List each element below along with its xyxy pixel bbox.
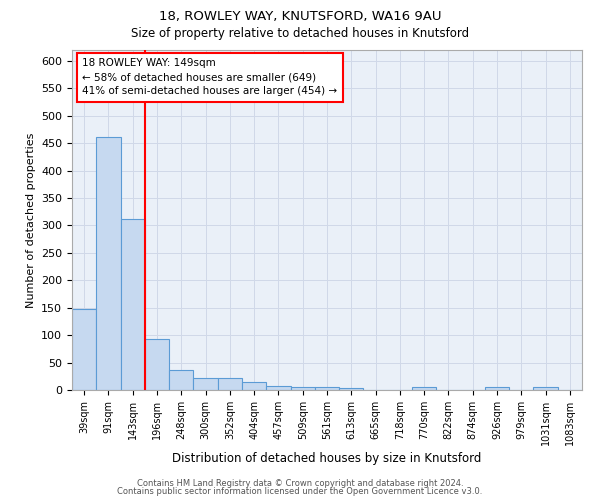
Bar bbox=[218, 378, 242, 390]
Bar bbox=[169, 370, 193, 390]
Bar bbox=[193, 378, 218, 390]
Bar bbox=[72, 309, 96, 390]
Text: 18, ROWLEY WAY, KNUTSFORD, WA16 9AU: 18, ROWLEY WAY, KNUTSFORD, WA16 9AU bbox=[159, 10, 441, 23]
Bar bbox=[242, 382, 266, 390]
Bar bbox=[266, 386, 290, 390]
Text: Contains public sector information licensed under the Open Government Licence v3: Contains public sector information licen… bbox=[118, 487, 482, 496]
Text: Size of property relative to detached houses in Knutsford: Size of property relative to detached ho… bbox=[131, 28, 469, 40]
X-axis label: Distribution of detached houses by size in Knutsford: Distribution of detached houses by size … bbox=[172, 452, 482, 465]
Bar bbox=[315, 386, 339, 390]
Text: 18 ROWLEY WAY: 149sqm
← 58% of detached houses are smaller (649)
41% of semi-det: 18 ROWLEY WAY: 149sqm ← 58% of detached … bbox=[82, 58, 337, 96]
Y-axis label: Number of detached properties: Number of detached properties bbox=[26, 132, 35, 308]
Bar bbox=[96, 136, 121, 390]
Bar bbox=[533, 386, 558, 390]
Bar bbox=[412, 386, 436, 390]
Text: Contains HM Land Registry data © Crown copyright and database right 2024.: Contains HM Land Registry data © Crown c… bbox=[137, 478, 463, 488]
Bar bbox=[485, 386, 509, 390]
Bar bbox=[145, 339, 169, 390]
Bar bbox=[121, 220, 145, 390]
Bar bbox=[290, 386, 315, 390]
Bar bbox=[339, 388, 364, 390]
